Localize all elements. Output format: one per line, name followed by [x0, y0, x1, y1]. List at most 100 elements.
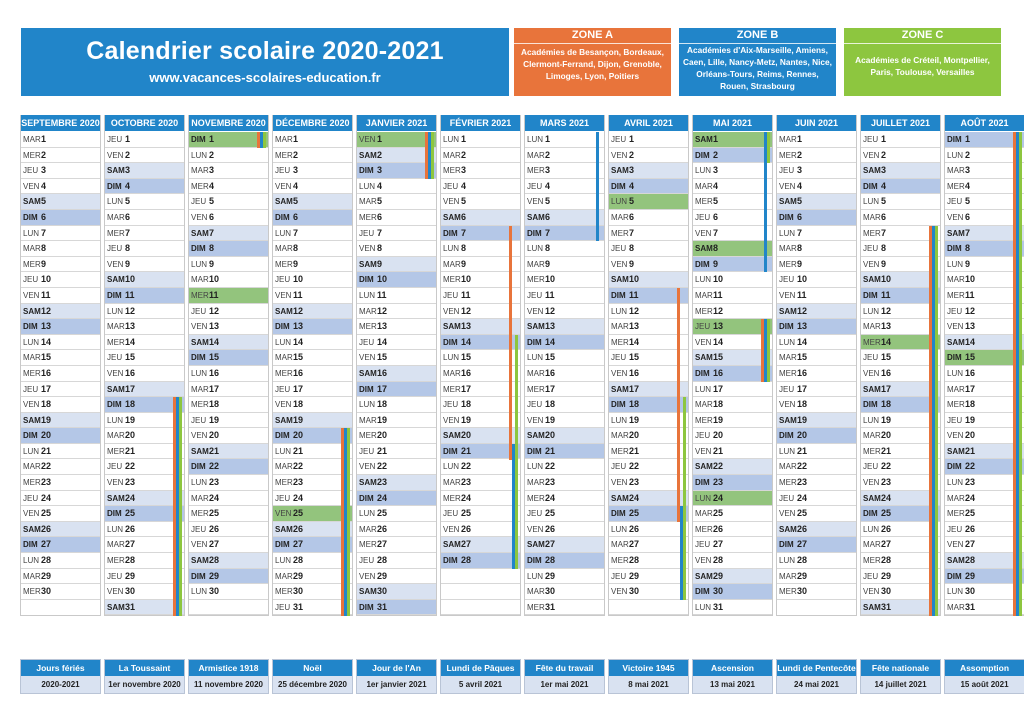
day-number: 16 — [377, 367, 388, 378]
day-number: 28 — [209, 555, 220, 566]
day-number: 12 — [545, 305, 556, 316]
weekday-label: JEU — [527, 290, 543, 300]
weekday-label: DIM — [611, 400, 626, 410]
day-cell: JEU 1 — [861, 132, 940, 148]
day-number: 17 — [545, 383, 556, 394]
day-number: 7 — [461, 227, 467, 238]
weekday-label: LUN — [779, 228, 796, 238]
day-cell: DIM 29 — [189, 568, 268, 585]
day-number: 6 — [377, 211, 383, 222]
day-number: 25 — [293, 508, 304, 519]
weekday-label: DIM — [23, 540, 38, 550]
weekday-label: DIM — [695, 478, 710, 488]
weekday-label: DIM — [191, 135, 206, 144]
weekday-label: JEU — [191, 306, 207, 316]
day-cell: MAR31 — [945, 600, 1024, 616]
weekday-label: LUN — [191, 478, 208, 488]
day-number: 3 — [461, 165, 467, 176]
day-number: 30 — [629, 586, 640, 597]
day-cell: MER17 — [525, 382, 604, 398]
day-cell: SAM30 — [357, 584, 436, 600]
day-number: 12 — [125, 305, 136, 316]
day-number: 9 — [377, 258, 383, 269]
vacation-bar-zone-a — [425, 132, 428, 179]
day-number: 18 — [545, 399, 556, 410]
weekday-label: DIM — [23, 322, 38, 332]
day-cell: MER9 — [21, 257, 100, 273]
month-column: DÉCEMBRE 2020 MAR1 MER2 JEU 3 VEN 4 SAM5 DIM 6 LUN… — [272, 115, 353, 617]
day-cell: MAR13 — [105, 319, 184, 335]
day-number: 16 — [293, 367, 304, 378]
day-number: 2 — [797, 149, 803, 160]
weekday-label: JEU — [863, 462, 879, 472]
day-cell: LUN 21 — [777, 444, 856, 460]
day-cell: JEU 18 — [525, 397, 604, 413]
weekday-label: MER — [527, 493, 545, 503]
weekday-label: JEU — [443, 290, 459, 300]
weekday-label: DIM — [275, 540, 290, 550]
weekday-label: JEU — [107, 244, 123, 254]
day-cell: LUN 3 — [693, 163, 772, 179]
day-number: 19 — [293, 414, 304, 425]
website-link[interactable]: www.vacances-scolaires-education.fr — [149, 70, 381, 85]
day-cell: MAR15 — [21, 350, 100, 366]
day-cell: VEN 25 — [273, 506, 352, 522]
day-cell: LUN 26 — [609, 522, 688, 538]
day-number: 29 — [125, 570, 136, 581]
weekday-label: DIM — [527, 228, 542, 238]
day-number: 12 — [713, 305, 724, 316]
day-cell: SAM8 — [693, 241, 772, 257]
day-cell: DIM 6 — [273, 209, 352, 226]
weekday-label: DIM — [527, 446, 542, 456]
day-number: 10 — [713, 274, 724, 285]
day-number: 27 — [629, 539, 640, 550]
weekday-label: VEN — [443, 306, 460, 316]
day-number: 16 — [797, 367, 808, 378]
day-number: 13 — [125, 321, 136, 332]
weekday-label: JEU — [695, 322, 711, 332]
day-cell: SAM17 — [609, 381, 688, 398]
weekday-label: VEN — [359, 462, 376, 472]
day-cell: MAR26 — [357, 522, 436, 538]
day-cell: JEU 10 — [777, 272, 856, 288]
weekday-label: VEN — [23, 181, 40, 191]
day-cell: LUN 7 — [273, 226, 352, 242]
weekday-label: MER — [107, 228, 125, 238]
weekday-label: VEN — [527, 524, 544, 534]
weekday-label: VEN — [779, 290, 796, 300]
day-number: 28 — [881, 555, 892, 566]
weekday-label: SAM — [527, 540, 545, 550]
holiday-name: Victoire 1945 — [609, 660, 688, 676]
day-cell: JEU 6 — [693, 210, 772, 226]
weekday-label: LUN — [359, 509, 376, 519]
day-number: 21 — [377, 445, 388, 456]
day-number: 14 — [713, 336, 724, 347]
day-cell: DIM 28 — [441, 553, 520, 569]
weekday-label: JEU — [779, 384, 795, 394]
weekday-label: DIM — [359, 166, 374, 176]
vacation-bar-zone-c — [179, 397, 182, 616]
weekday-label: JEU — [23, 166, 39, 176]
day-number: 11 — [545, 289, 555, 300]
weekday-label: MAR — [191, 493, 209, 503]
weekday-label: VEN — [275, 400, 292, 410]
weekday-label: MAR — [275, 244, 293, 254]
day-number: 20 — [293, 430, 304, 441]
day-number: 30 — [125, 586, 136, 597]
weekday-label: SAM — [275, 306, 293, 316]
day-cell: VEN 4 — [273, 179, 352, 195]
empty-cell — [441, 584, 520, 600]
public-holidays-row: Jours fériés 2020-2021 La Toussaint 1er nov… — [20, 659, 1024, 694]
weekday-label: MER — [947, 290, 965, 300]
day-number: 6 — [41, 211, 47, 222]
weekday-label: VEN — [107, 478, 124, 488]
weekday-label: SAM — [779, 415, 797, 425]
weekday-label: MAR — [275, 135, 293, 144]
day-number: 17 — [713, 383, 724, 394]
day-number: 23 — [629, 477, 640, 488]
day-number: 9 — [293, 258, 299, 269]
day-cell: JEU 17 — [777, 382, 856, 398]
day-cell: MAR1 — [273, 132, 352, 148]
day-number: 28 — [965, 555, 976, 566]
holiday-date: 11 novembre 2020 — [189, 676, 268, 693]
